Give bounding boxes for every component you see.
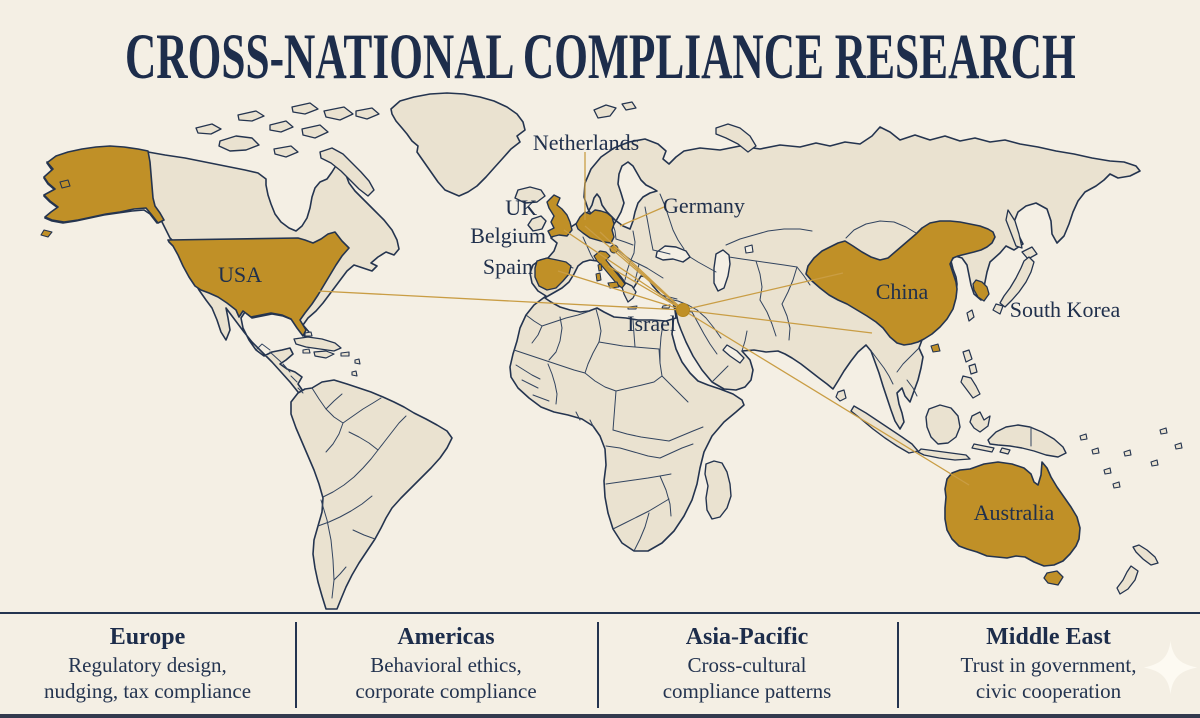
svg-text:Australia: Australia xyxy=(974,500,1055,525)
svg-text:China: China xyxy=(876,279,929,304)
svg-text:USA: USA xyxy=(218,262,262,287)
svg-text:Spain: Spain xyxy=(483,254,533,279)
svg-text:Netherlands: Netherlands xyxy=(533,130,639,155)
svg-text:South Korea: South Korea xyxy=(1010,297,1121,322)
svg-text:Germany: Germany xyxy=(663,193,745,218)
svg-text:UK: UK xyxy=(505,195,537,220)
svg-text:Israel: Israel xyxy=(627,311,676,336)
svg-text:Belgium: Belgium xyxy=(470,223,546,248)
